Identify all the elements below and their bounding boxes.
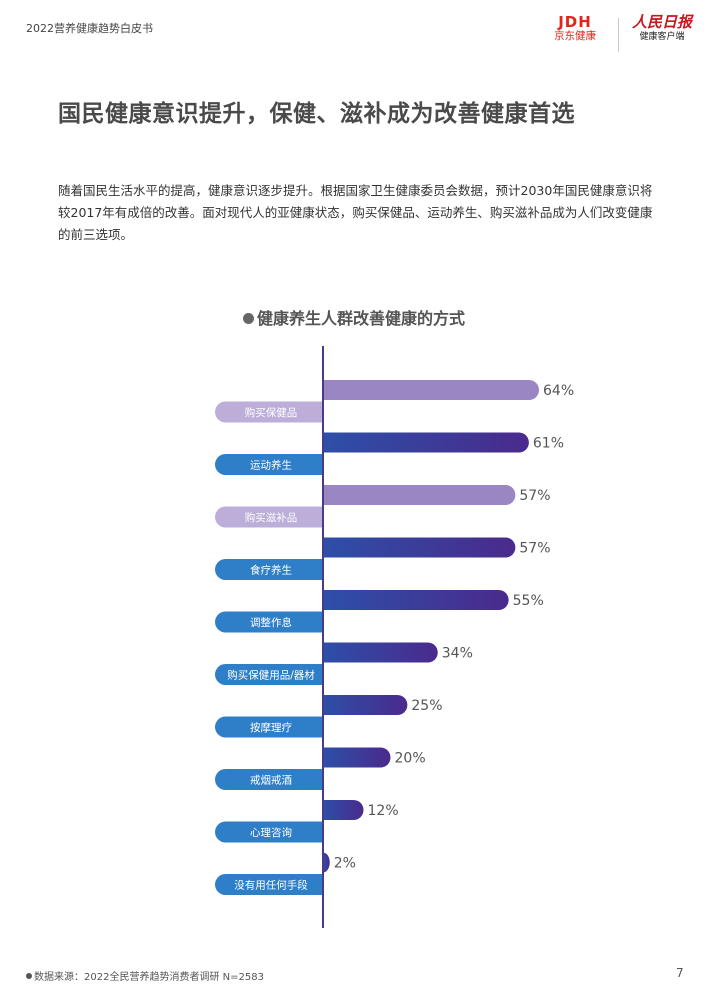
bar xyxy=(323,747,391,768)
peoples-daily-logo: 人民日报 健康客户端 xyxy=(626,14,698,43)
bar xyxy=(323,800,364,820)
logo-divider xyxy=(618,18,619,52)
category-label: 购买保健品 xyxy=(245,406,298,419)
bar xyxy=(323,642,438,663)
data-label: 55% xyxy=(513,593,544,609)
chart-plot-area: 64% 购买保健品 61% 运动养生 57% 购买滋补品 57% 食疗养生 55% 调整作息 34%… xyxy=(215,346,574,928)
data-label: 2% xyxy=(334,856,356,872)
peoples-daily-subtitle: 健康客户端 xyxy=(639,32,685,42)
jd-health-logo: JDH 京东健康 xyxy=(540,14,610,43)
bar xyxy=(323,485,516,505)
category-label: 调整作息 xyxy=(250,616,292,629)
data-label: 12% xyxy=(368,803,399,819)
category-label-bg xyxy=(215,716,323,738)
category-label: 戒烟戒酒 xyxy=(250,774,292,787)
data-source-note: 数据来源：2022全民营养趋势消费者调研 N=2583 xyxy=(26,968,264,983)
data-label: 34% xyxy=(442,646,473,662)
category-label: 食疗养生 xyxy=(250,564,292,577)
category-label: 购买滋补品 xyxy=(245,511,298,524)
bullet-dot-icon xyxy=(26,973,32,979)
category-label: 没有用任何手段 xyxy=(234,879,308,892)
page-title: 国民健康意识提升，保健、滋补成为改善健康首选 xyxy=(58,101,575,127)
bar xyxy=(323,590,509,610)
page-number: 7 xyxy=(676,966,684,980)
chart-title-text: 健康养生人群改善健康的方式 xyxy=(257,309,466,328)
category-label-bg xyxy=(215,506,323,528)
category-label: 按摩理疗 xyxy=(250,721,292,734)
category-label-bg xyxy=(215,769,323,790)
category-label-bg xyxy=(215,664,323,685)
data-label: 61% xyxy=(533,436,564,452)
bar xyxy=(323,380,539,400)
report-title: 2022营养健康趋势白皮书 xyxy=(26,22,153,35)
bar xyxy=(323,432,529,453)
category-label: 运动养生 xyxy=(250,459,292,472)
peoples-daily-logo-text: 人民日报 xyxy=(631,13,692,31)
category-label-bg xyxy=(215,454,323,475)
category-label-bg xyxy=(215,559,323,580)
category-label-bg xyxy=(215,874,323,895)
data-label: 57% xyxy=(519,541,550,557)
category-label: 购买保健用品/器材 xyxy=(227,669,315,682)
category-label-bg xyxy=(215,821,323,843)
data-label: 25% xyxy=(411,698,442,714)
category-label-bg xyxy=(215,401,323,423)
bullet-dot-icon xyxy=(243,313,254,324)
chart-title: 健康养生人群改善健康的方式 xyxy=(243,305,465,329)
bar xyxy=(323,537,516,558)
data-source-text: 数据来源：2022全民营养趋势消费者调研 N=2583 xyxy=(34,972,264,983)
data-label: 57% xyxy=(519,488,550,504)
jd-brand-name: 京东健康 xyxy=(554,30,596,42)
data-label: 20% xyxy=(395,751,426,767)
data-label: 64% xyxy=(543,383,574,399)
bar xyxy=(323,852,330,873)
category-label: 心理咨询 xyxy=(250,826,292,839)
category-label-bg xyxy=(215,611,323,633)
intro-paragraph: 随着国民生活水平的提高，健康意识逐步提升。根据国家卫生健康委员会数据，预计203… xyxy=(58,183,653,242)
jd-logo-text: JDH xyxy=(558,13,592,31)
bar xyxy=(323,695,408,715)
